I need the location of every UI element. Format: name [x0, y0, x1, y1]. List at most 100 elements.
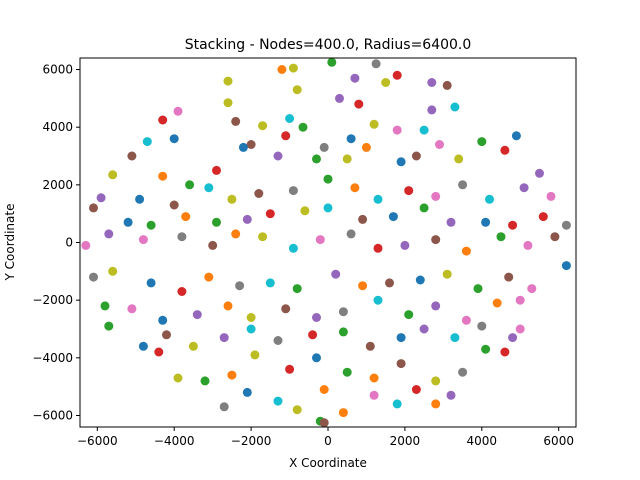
data-point — [342, 154, 352, 164]
data-point — [338, 327, 348, 337]
data-point — [281, 131, 291, 141]
data-point — [381, 78, 391, 87]
data-point — [319, 142, 329, 152]
data-point — [354, 99, 364, 109]
data-point — [292, 405, 302, 415]
data-point — [369, 390, 379, 400]
data-point — [219, 333, 229, 343]
data-point — [371, 59, 381, 69]
data-point — [508, 220, 518, 230]
data-point — [89, 203, 98, 213]
data-point — [515, 324, 525, 334]
data-point — [208, 240, 218, 250]
data-point — [158, 315, 168, 325]
data-point — [477, 137, 487, 147]
data-point — [138, 341, 148, 351]
data-point — [396, 157, 406, 167]
data-point — [319, 418, 329, 428]
x-axis-title: X Coordinate — [289, 456, 367, 470]
data-point — [400, 240, 410, 250]
data-point — [427, 105, 437, 115]
data-point — [546, 191, 556, 201]
data-point — [519, 183, 529, 193]
data-point — [358, 281, 368, 291]
data-point — [442, 269, 452, 279]
data-point — [361, 142, 371, 152]
data-point — [104, 229, 114, 239]
data-point — [319, 385, 329, 394]
data-point — [485, 194, 494, 204]
data-point — [323, 203, 333, 213]
data-point — [265, 278, 275, 288]
y-tick-label: −6000 — [32, 408, 73, 422]
data-point — [312, 353, 321, 363]
data-point — [142, 137, 152, 147]
data-point — [185, 180, 195, 190]
data-point — [292, 85, 302, 95]
data-point — [419, 324, 429, 334]
data-point — [288, 243, 298, 253]
data-point — [496, 232, 506, 242]
data-point — [89, 272, 98, 282]
data-point — [350, 183, 360, 193]
data-point — [431, 191, 441, 201]
data-point — [411, 385, 421, 394]
data-point — [146, 278, 156, 288]
data-point — [108, 266, 118, 276]
chart-title: Stacking - Nodes=400.0, Radius=6400.0 — [185, 37, 472, 53]
data-point — [561, 261, 571, 271]
data-point — [300, 206, 310, 216]
data-point — [392, 70, 402, 80]
x-axis-ticks: −6000 −4000 −2000 0 2000 4000 6000 — [77, 427, 574, 448]
x-tick-label: 4000 — [467, 434, 498, 448]
data-point — [338, 408, 348, 418]
data-point — [246, 140, 256, 149]
data-point — [346, 134, 356, 144]
data-point — [369, 119, 379, 129]
data-point — [258, 121, 268, 131]
data-point — [235, 281, 245, 291]
data-point — [335, 93, 344, 103]
data-point — [500, 347, 510, 357]
data-point — [388, 212, 398, 222]
data-point — [392, 125, 402, 135]
data-point — [342, 367, 352, 377]
data-point — [169, 134, 179, 144]
data-point — [415, 275, 425, 285]
data-point — [385, 278, 394, 288]
data-point — [504, 272, 514, 282]
data-point — [173, 373, 183, 383]
data-point — [419, 203, 429, 213]
data-point — [481, 217, 491, 227]
data-point — [369, 373, 379, 383]
y-axis-title: Y Coordinate — [3, 204, 17, 282]
data-point — [450, 102, 460, 112]
data-point — [500, 145, 510, 155]
data-point — [173, 106, 183, 116]
data-point — [223, 301, 233, 311]
data-point — [373, 243, 383, 253]
data-point — [104, 321, 114, 331]
data-point — [538, 212, 548, 222]
data-point — [242, 214, 252, 224]
data-point — [454, 154, 464, 164]
data-point — [81, 240, 91, 250]
data-point — [254, 189, 264, 198]
y-axis-ticks: −6000 −4000 −2000 0 2000 4000 6000 — [32, 63, 80, 422]
data-point — [177, 232, 187, 242]
data-point — [285, 114, 295, 123]
data-point — [227, 370, 237, 380]
data-point — [396, 333, 406, 343]
data-point — [138, 235, 148, 245]
y-tick-label: −2000 — [32, 293, 73, 307]
data-point — [550, 232, 560, 242]
data-point — [492, 298, 502, 308]
data-point — [535, 168, 544, 178]
y-tick-label: 2000 — [42, 178, 73, 192]
data-point — [427, 78, 437, 87]
data-point — [169, 200, 179, 210]
data-point — [288, 186, 298, 196]
data-point — [315, 235, 325, 245]
data-point — [246, 324, 256, 334]
